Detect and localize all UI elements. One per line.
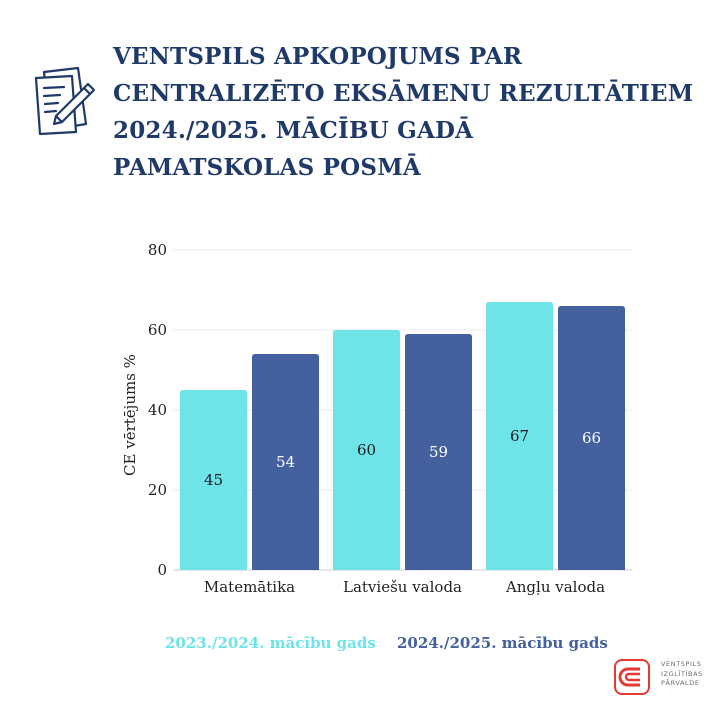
y-tick-label: 0: [157, 561, 167, 579]
legend: 2023./2024. mācību gads 2024./2025. mācī…: [0, 630, 715, 660]
y-axis-label: CE vērtējums %: [121, 354, 139, 476]
bar-1-1: [180, 390, 247, 570]
x-tick-label: Angļu valoda: [505, 578, 605, 596]
y-tick-label: 40: [148, 401, 167, 419]
bar-2-2: [405, 334, 472, 570]
logo-mark-icon: [614, 659, 650, 695]
logo-text-line-2: izglītības: [661, 669, 703, 678]
x-tick-label: Latviešu valoda: [343, 578, 462, 596]
bar-2-1: [252, 354, 319, 570]
bar-chart: 45 54 60 59 67 66 0 20 40 60 80 CE vērtējums % Mate…: [121, 241, 632, 596]
logo: Ventspils izglītības pārvalde: [614, 657, 714, 697]
legend-item-series-2: 2024./2025. mācību gads: [397, 634, 608, 652]
data-label: 67: [510, 427, 529, 445]
logo-text-line-3: pārvalde: [661, 679, 700, 687]
data-label: 45: [204, 471, 223, 489]
bar-2-3: [558, 306, 625, 570]
data-label: 54: [276, 453, 295, 471]
y-tick-label: 60: [148, 321, 167, 339]
data-label: 66: [582, 429, 601, 447]
document-with-pen-icon: [34, 66, 96, 136]
title-line-3: 2024./2025. MĀCĪBU GADĀ: [113, 117, 474, 144]
logo-text-line-1: Ventspils: [661, 660, 702, 668]
page-title: VENTSPILS APKOPOJUMS PAR CENTRALIZĒTO EK…: [113, 38, 703, 186]
bar-1-3: [486, 302, 553, 570]
bar-1-2: [333, 330, 400, 570]
data-label: 59: [429, 443, 448, 461]
y-tick-label: 20: [148, 481, 167, 499]
x-tick-label: Matemātika: [204, 578, 295, 596]
legend-item-series-1: 2023./2024. mācību gads: [165, 634, 376, 652]
header: VENTSPILS APKOPOJUMS PAR CENTRALIZĒTO EK…: [0, 0, 715, 210]
title-line-4: PAMATSKOLAS POSMĀ: [113, 154, 421, 181]
y-tick-label: 80: [148, 241, 167, 259]
title-line-2: CENTRALIZĒTO EKSĀMENU REZULTĀTIEM: [113, 80, 694, 107]
grid-layer: [173, 249, 632, 571]
label-layer: 45 54 60 59 67 66: [204, 427, 601, 489]
bar-layer: [180, 302, 625, 570]
logo-text: Ventspils izglītības pārvalde: [661, 660, 703, 689]
title-line-1: VENTSPILS APKOPOJUMS PAR: [113, 43, 523, 70]
axis-layer: 0 20 40 60 80 CE vērtējums % Matemātika Latvieš…: [121, 241, 605, 596]
data-label: 60: [357, 441, 376, 459]
